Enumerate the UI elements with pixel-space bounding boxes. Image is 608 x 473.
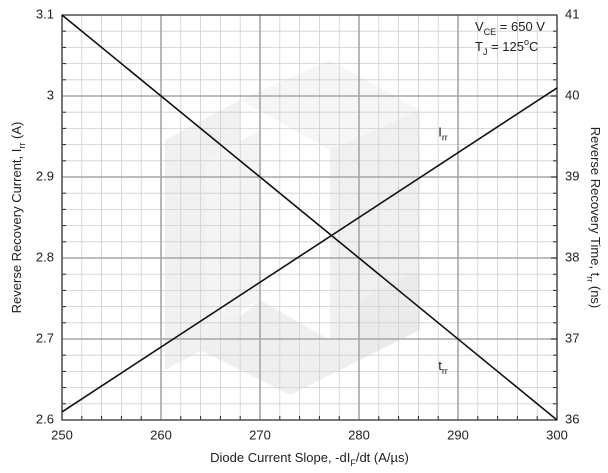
- series-line: [61, 14, 558, 421]
- text-part: t: [438, 358, 442, 373]
- x-tick-label: 250: [51, 427, 73, 442]
- text-part: = 650 V: [496, 19, 545, 34]
- text-part: Reverse Recovery Time, t: [588, 127, 603, 277]
- text-part: CE: [484, 27, 497, 37]
- text-part: rr: [17, 143, 27, 149]
- y-tick-label: 2.6: [36, 411, 54, 426]
- y2-tick-label: 37: [565, 330, 579, 345]
- text-part: Diode Current Slope, -dI: [210, 450, 350, 465]
- y2-tick-label: 40: [565, 87, 579, 102]
- watermark: [165, 60, 420, 395]
- annotation: TJ = 125oC: [475, 37, 538, 57]
- text-part: F: [350, 458, 356, 468]
- text-part: T: [475, 39, 483, 54]
- x-axis-label: Diode Current Slope, -dIF/dt (A/µs): [210, 450, 409, 468]
- text-part: rr: [442, 133, 448, 143]
- y2-tick-label: 41: [565, 6, 579, 21]
- annotation: VCE = 650 V: [475, 19, 545, 37]
- y-tick-label: 2.9: [36, 168, 54, 183]
- y-tick-label: 2.8: [36, 249, 54, 264]
- x-tick-label: 290: [447, 427, 469, 442]
- text-part: rr: [585, 276, 595, 282]
- text-part: C: [529, 39, 538, 54]
- y2-axis-label: Reverse Recovery Time, trr (ns): [585, 127, 603, 309]
- y-axis-label: Reverse Recovery Current, Irr (A): [9, 122, 27, 314]
- text-part: V: [475, 19, 484, 34]
- y-tick-label: 3.1: [36, 6, 54, 21]
- text-part: J: [483, 47, 488, 57]
- y2-tick-label: 36: [565, 411, 579, 426]
- text-part: rr: [442, 366, 448, 376]
- text-part: /dt (A/µs): [356, 450, 409, 465]
- text-part: Reverse Recovery Current, I: [9, 149, 24, 314]
- y-tick-label: 3: [47, 87, 54, 102]
- text-part: (A): [9, 122, 24, 143]
- series-label: trr: [438, 358, 448, 376]
- plot-frame: [61, 14, 558, 421]
- x-tick-label: 280: [348, 427, 370, 442]
- x-tick-label: 300: [546, 427, 568, 442]
- x-tick-label: 270: [249, 427, 271, 442]
- text-part: I: [438, 125, 442, 140]
- text-part: = 125: [487, 39, 524, 54]
- text-part: (ns): [588, 282, 603, 308]
- series-line: [61, 87, 558, 413]
- y2-tick-label: 38: [565, 249, 579, 264]
- series-label: Irr: [438, 125, 448, 143]
- x-tick-label: 260: [150, 427, 172, 442]
- y2-tick-label: 39: [565, 168, 579, 183]
- y-tick-label: 2.7: [36, 330, 54, 345]
- text-part: o: [524, 37, 529, 47]
